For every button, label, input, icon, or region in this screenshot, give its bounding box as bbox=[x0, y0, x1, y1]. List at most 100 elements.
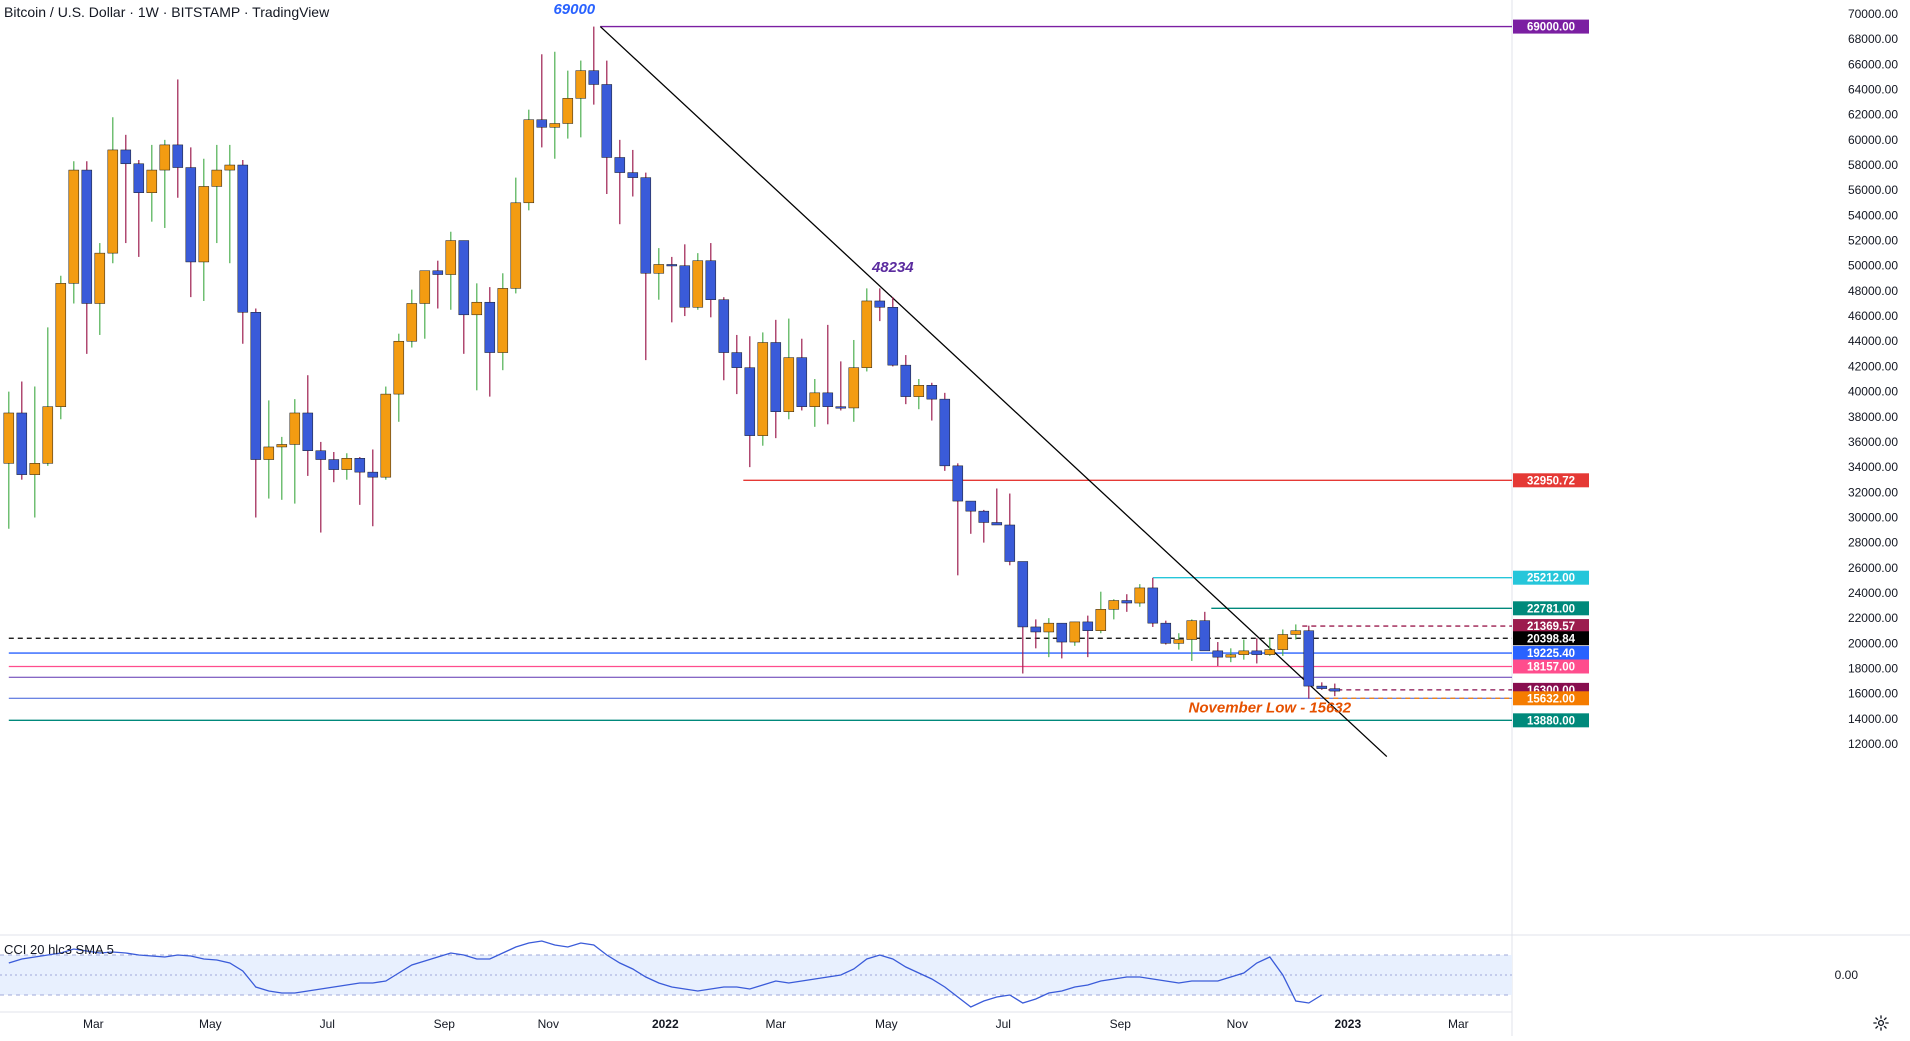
candle-body[interactable] bbox=[510, 202, 522, 289]
price-level-tag[interactable] bbox=[1513, 19, 1589, 34]
candle-body[interactable] bbox=[835, 406, 847, 409]
candle-body[interactable] bbox=[1147, 587, 1159, 624]
candle-body[interactable] bbox=[315, 450, 327, 460]
candle-body[interactable] bbox=[991, 522, 1003, 526]
candle-body[interactable] bbox=[458, 240, 470, 316]
candle-body[interactable] bbox=[172, 144, 184, 168]
candle-body[interactable] bbox=[978, 510, 990, 523]
price-level-tag[interactable] bbox=[1513, 631, 1589, 646]
candle-body[interactable] bbox=[29, 463, 41, 475]
candle-body[interactable] bbox=[94, 252, 106, 304]
candle-body[interactable] bbox=[848, 367, 860, 409]
candle-body[interactable] bbox=[926, 385, 938, 400]
candle-body[interactable] bbox=[367, 471, 379, 478]
candle-body[interactable] bbox=[900, 364, 912, 397]
candle-body[interactable] bbox=[939, 398, 951, 467]
price-level-tag[interactable] bbox=[1513, 473, 1589, 488]
candle-body[interactable] bbox=[146, 169, 158, 193]
candle-body[interactable] bbox=[913, 385, 925, 397]
candle-body[interactable] bbox=[588, 70, 600, 85]
price-level-tag[interactable] bbox=[1513, 646, 1589, 661]
candle-body[interactable] bbox=[770, 342, 782, 412]
candle-body[interactable] bbox=[42, 406, 54, 464]
candle-body[interactable] bbox=[1316, 685, 1328, 689]
candle-body[interactable] bbox=[406, 303, 418, 342]
candle-body[interactable] bbox=[1277, 634, 1289, 650]
candle-body[interactable] bbox=[432, 270, 444, 275]
candle-body[interactable] bbox=[796, 357, 808, 407]
candle-body[interactable] bbox=[744, 367, 756, 436]
candle-body[interactable] bbox=[120, 149, 132, 165]
candle-body[interactable] bbox=[861, 300, 873, 368]
candle-body[interactable] bbox=[1108, 600, 1120, 610]
candle-body[interactable] bbox=[16, 412, 28, 475]
candle-body[interactable] bbox=[1173, 639, 1185, 644]
candle-body[interactable] bbox=[1095, 609, 1107, 631]
candle-body[interactable] bbox=[250, 312, 262, 460]
price-level-tag[interactable] bbox=[1513, 713, 1589, 728]
cci-indicator-label[interactable]: CCI 20 hlc3 SMA 5 bbox=[4, 942, 114, 957]
candle-body[interactable] bbox=[1134, 587, 1146, 604]
candle-body[interactable] bbox=[1017, 561, 1029, 628]
candle-body[interactable] bbox=[965, 500, 977, 512]
candle-body[interactable] bbox=[1329, 688, 1341, 692]
candle-body[interactable] bbox=[601, 84, 613, 158]
price-level-tag[interactable] bbox=[1513, 619, 1589, 634]
gear-icon[interactable] bbox=[1872, 1014, 1890, 1032]
candle-body[interactable] bbox=[1082, 621, 1094, 631]
candle-body[interactable] bbox=[952, 465, 964, 502]
candle-body[interactable] bbox=[328, 459, 340, 470]
candle-body[interactable] bbox=[731, 352, 743, 368]
candle-body[interactable] bbox=[549, 123, 561, 128]
candle-body[interactable] bbox=[341, 458, 353, 470]
candle-body[interactable] bbox=[55, 283, 67, 407]
candle-body[interactable] bbox=[289, 412, 301, 445]
candle-body[interactable] bbox=[536, 119, 548, 128]
candle-body[interactable] bbox=[1056, 622, 1068, 643]
candle-body[interactable] bbox=[679, 265, 691, 308]
candle-body[interactable] bbox=[471, 301, 483, 316]
candle-body[interactable] bbox=[237, 164, 249, 313]
candle-body[interactable] bbox=[354, 458, 366, 473]
candle-body[interactable] bbox=[627, 172, 639, 178]
candle-body[interactable] bbox=[211, 169, 223, 187]
candle-body[interactable] bbox=[1160, 622, 1172, 644]
candle-body[interactable] bbox=[380, 393, 392, 478]
candle-body[interactable] bbox=[1238, 650, 1250, 655]
candle-body[interactable] bbox=[757, 342, 769, 436]
cci-line[interactable] bbox=[8, 940, 1323, 1008]
price-level-tag[interactable] bbox=[1513, 691, 1589, 706]
candle-body[interactable] bbox=[224, 164, 236, 171]
candle-body[interactable] bbox=[1264, 649, 1276, 655]
candle-body[interactable] bbox=[185, 167, 197, 263]
candle-body[interactable] bbox=[159, 144, 171, 171]
candle-body[interactable] bbox=[575, 70, 587, 99]
candle-body[interactable] bbox=[666, 264, 678, 267]
candle-body[interactable] bbox=[783, 357, 795, 412]
candle-body[interactable] bbox=[302, 412, 314, 451]
candle-body[interactable] bbox=[497, 288, 509, 353]
candle-body[interactable] bbox=[419, 270, 431, 304]
candle-body[interactable] bbox=[1303, 630, 1315, 687]
candle-body[interactable] bbox=[1290, 630, 1302, 635]
candle-body[interactable] bbox=[809, 392, 821, 407]
candle-body[interactable] bbox=[614, 157, 626, 173]
price-level-tag[interactable] bbox=[1513, 601, 1589, 616]
candle-body[interactable] bbox=[562, 98, 574, 124]
candle-body[interactable] bbox=[1004, 524, 1016, 562]
candle-body[interactable] bbox=[718, 299, 730, 353]
candle-body[interactable] bbox=[874, 300, 886, 308]
candle-body[interactable] bbox=[1186, 620, 1198, 640]
candle-body[interactable] bbox=[1043, 622, 1055, 633]
candle-body[interactable] bbox=[81, 169, 93, 304]
candle-body[interactable] bbox=[705, 260, 717, 300]
candle-body[interactable] bbox=[484, 301, 496, 353]
candle-body[interactable] bbox=[276, 444, 288, 448]
candle-body[interactable] bbox=[653, 264, 665, 274]
candle-body[interactable] bbox=[1199, 620, 1211, 652]
candle-body[interactable] bbox=[263, 446, 275, 460]
candle-body[interactable] bbox=[1251, 650, 1263, 655]
candle-body[interactable] bbox=[68, 169, 80, 284]
candle-body[interactable] bbox=[1069, 621, 1081, 643]
